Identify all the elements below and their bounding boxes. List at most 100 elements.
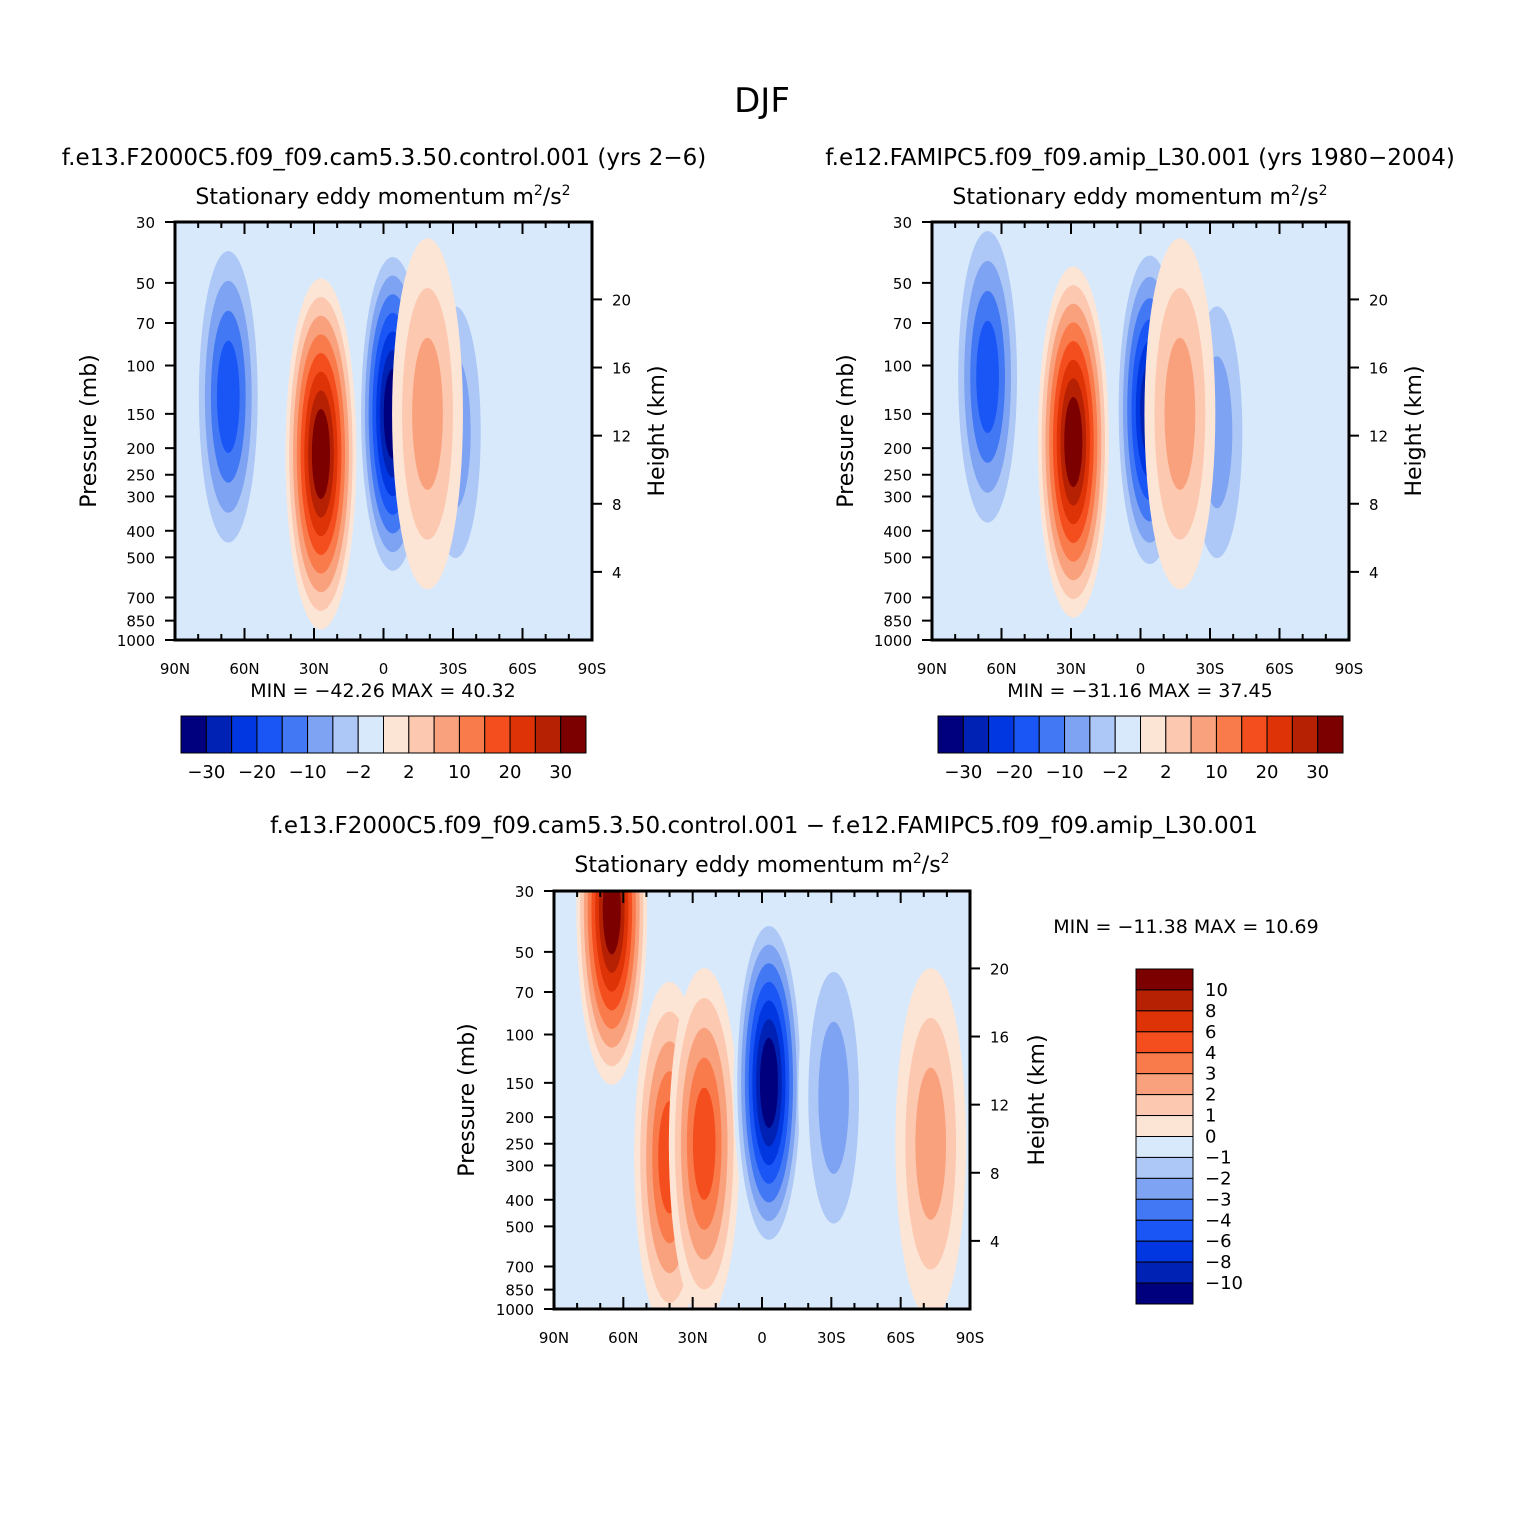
colorbar-box — [509, 715, 536, 754]
min-max-text: MIN = −42.26 MAX = 40.32 — [250, 680, 515, 702]
y2-tick-label: 4 — [990, 1233, 1000, 1251]
y2-tick-label: 12 — [1369, 428, 1388, 446]
plot-axes: 90N 60N 30N 0 30S 60S 90S 30 50 70 100 150 200 250 300… — [117, 214, 631, 678]
colorbar-box — [383, 715, 410, 754]
y-tick-label: 400 — [126, 523, 155, 541]
colorbar-label: 10 — [1205, 980, 1228, 1001]
x-tick-label: 90N — [917, 660, 947, 678]
plot-title: Stationary eddy momentum m2/s2 — [574, 851, 949, 878]
colorbar-box — [1135, 1136, 1194, 1158]
y-tick-label: 700 — [126, 589, 155, 607]
x-tick-label: 30N — [1056, 660, 1086, 678]
y2-axis-label: Height (km) — [1402, 365, 1427, 496]
panel-amip: f.e12.FAMIPC5.f09_f09.amip_L30.001 (yrs … — [825, 145, 1455, 783]
x-tick-label: 60S — [886, 1329, 915, 1347]
colorbar-label: −2 — [1205, 1168, 1232, 1189]
colorbar-box — [231, 715, 258, 754]
colorbar-label: 8 — [1205, 1001, 1216, 1022]
x-tick-label: 60N — [608, 1329, 638, 1347]
y-tick-label: 50 — [893, 275, 912, 293]
colorbar-label: 2 — [1160, 762, 1171, 783]
colorbar-label: 2 — [1205, 1085, 1216, 1106]
figure-title: DJF — [734, 81, 790, 121]
min-max-text: MIN = −31.16 MAX = 37.45 — [1007, 680, 1272, 702]
colorbar-box — [332, 715, 359, 754]
colorbar-box — [534, 715, 562, 754]
panel-difference: f.e13.F2000C5.f09_f09.cam5.3.50.control.… — [270, 813, 1319, 1347]
colorbar-label: −2 — [345, 762, 372, 783]
y-tick-label: 1000 — [496, 1301, 534, 1319]
y-tick-label: 30 — [893, 214, 912, 232]
contour-level — [412, 337, 443, 490]
colorbar-box — [988, 715, 1015, 754]
y-tick-label: 200 — [505, 1109, 534, 1127]
y-tick-label: 250 — [505, 1136, 534, 1154]
contour-level — [1164, 337, 1196, 490]
colorbar-box — [1291, 715, 1319, 754]
y-tick-label: 400 — [883, 523, 912, 541]
x-tick-label: 0 — [1136, 660, 1146, 678]
colorbar-box — [1135, 1115, 1194, 1137]
colorbar-label: 30 — [549, 762, 572, 783]
x-tick-label: 60N — [986, 660, 1016, 678]
y-tick-label: 850 — [126, 613, 155, 631]
colorbar-box — [281, 715, 309, 754]
colorbar-box — [408, 715, 435, 754]
x-tick-label: 60S — [1265, 660, 1294, 678]
colorbar-label: 2 — [403, 762, 414, 783]
y2-tick-label: 16 — [1369, 360, 1388, 378]
colorbar-label: 0 — [1205, 1127, 1216, 1148]
colorbar-label: −30 — [944, 762, 982, 783]
colorbar-box — [357, 715, 384, 754]
colorbar-box — [1135, 1031, 1194, 1054]
x-tick-label: 90N — [160, 660, 190, 678]
colorbar-box — [1135, 1261, 1194, 1284]
colorbar-box — [937, 715, 964, 754]
x-tick-label: 90S — [956, 1329, 985, 1347]
y-tick-label: 500 — [126, 549, 155, 567]
y2-tick-label: 16 — [612, 360, 631, 378]
y-tick-label: 100 — [883, 358, 912, 376]
y2-tick-label: 20 — [1369, 291, 1388, 309]
x-tick-label: 30S — [439, 660, 468, 678]
colorbar-label: 30 — [1306, 762, 1329, 783]
colorbar-box — [1135, 1052, 1194, 1075]
x-tick-label: 60S — [508, 660, 537, 678]
colorbar-box — [560, 715, 587, 754]
colorbar-box — [256, 715, 283, 754]
x-tick-label: 30S — [817, 1329, 846, 1347]
y-tick-label: 850 — [505, 1282, 534, 1300]
colorbar-box — [1013, 715, 1040, 754]
colorbar-label: 20 — [499, 762, 522, 783]
y2-tick-label: 12 — [990, 1097, 1009, 1115]
colorbar-box — [1135, 1198, 1194, 1221]
panel-control: f.e13.F2000C5.f09_f09.cam5.3.50.control.… — [62, 145, 706, 783]
y2-tick-label: 8 — [1369, 496, 1379, 514]
case-title: f.e13.F2000C5.f09_f09.cam5.3.50.control.… — [270, 813, 1258, 839]
y-axis-label: Pressure (mb) — [834, 354, 859, 508]
y2-tick-label: 20 — [612, 291, 631, 309]
y-tick-label: 50 — [515, 944, 534, 962]
case-title: f.e13.F2000C5.f09_f09.cam5.3.50.control.… — [62, 145, 706, 171]
colorbar-label: −3 — [1205, 1189, 1232, 1210]
contour-level — [759, 1037, 778, 1128]
colorbar-label: 1 — [1205, 1106, 1216, 1127]
y-tick-label: 200 — [883, 440, 912, 458]
contour-level — [915, 1067, 947, 1220]
y2-tick-label: 4 — [1369, 564, 1379, 582]
colorbar-box — [1135, 1240, 1194, 1263]
colorbar-box — [1064, 715, 1091, 754]
colorbar-box — [1241, 715, 1268, 754]
colorbar-box — [1215, 715, 1243, 754]
x-tick-label: 90S — [578, 660, 607, 678]
colorbar-label: 20 — [1256, 762, 1279, 783]
colorbar-label: −20 — [238, 762, 276, 783]
x-tick-label: 90S — [1335, 660, 1364, 678]
colorbar-box — [1038, 715, 1066, 754]
y2-tick-label: 16 — [990, 1029, 1009, 1047]
contour-level — [216, 340, 240, 453]
y-tick-label: 70 — [515, 984, 534, 1002]
contour-field — [175, 222, 592, 640]
y-tick-label: 1000 — [874, 632, 912, 650]
